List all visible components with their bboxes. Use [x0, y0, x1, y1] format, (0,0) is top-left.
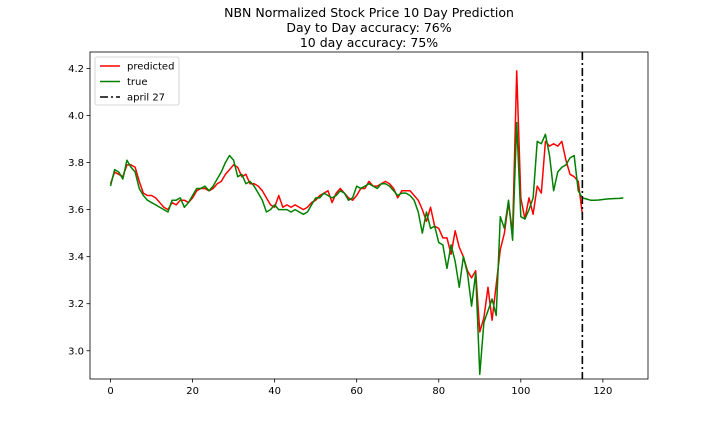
- x-tick-label: 60: [350, 386, 363, 397]
- legend-label-true: true: [127, 77, 148, 88]
- chart-title-line-2: Day to Day accuracy: 76%: [286, 20, 451, 35]
- legend-label-april-27: april 27: [127, 93, 165, 104]
- x-tick-label: 40: [268, 386, 281, 397]
- y-tick-label: 4.0: [68, 111, 84, 122]
- plot-area: 0 20 40 60 80 100 120 3.0 3.2 3.4 3.6 3.8 4.0 4.2: [68, 51, 649, 397]
- x-tick-label: 20: [186, 386, 199, 397]
- chart-title-line-1: NBN Normalized Stock Price 10 Day Predic…: [224, 5, 514, 20]
- x-tick-label: 80: [432, 386, 445, 397]
- legend-box: [94, 56, 180, 106]
- legend-label-predicted: predicted: [127, 62, 174, 73]
- x-tick-label: 0: [107, 386, 113, 397]
- x-tick-label: 100: [511, 386, 530, 397]
- legend: predicted true april 27: [94, 56, 180, 106]
- y-tick-label: 3.6: [68, 205, 84, 216]
- y-tick-label: 3.2: [68, 299, 84, 310]
- x-tick-label: 120: [593, 386, 612, 397]
- y-tick-label: 4.2: [68, 64, 84, 75]
- series-line-true: [109, 121, 624, 376]
- chart-title-line-3: 10 day accuracy: 75%: [300, 35, 438, 50]
- y-tick-label: 3.4: [68, 252, 84, 263]
- axes-frame: [89, 51, 649, 380]
- y-tick-label: 3.0: [68, 346, 84, 357]
- y-tick-label: 3.8: [68, 158, 84, 169]
